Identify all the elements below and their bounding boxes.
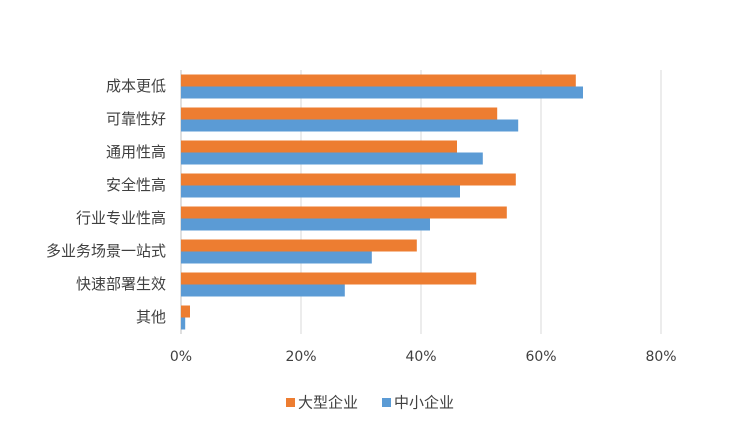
y-tick-label: 多业务场景一站式: [46, 242, 166, 260]
bar: [181, 107, 498, 120]
legend-swatch: [382, 398, 391, 407]
x-tick-label: 40%: [405, 349, 436, 365]
bar: [181, 140, 457, 153]
bar: [181, 173, 516, 186]
bar: [181, 74, 576, 87]
y-tick-label: 成本更低: [106, 77, 166, 95]
bar: [181, 185, 460, 198]
bar: [181, 284, 345, 297]
bar: [181, 152, 483, 165]
legend-swatch: [286, 398, 295, 407]
y-tick-label: 行业专业性高: [76, 209, 166, 227]
bar: [181, 119, 519, 132]
bar: [181, 305, 190, 318]
legend-label: 中小企业: [394, 394, 454, 412]
legend-label: 大型企业: [298, 394, 358, 412]
bar: [181, 251, 372, 264]
bar: [181, 218, 430, 231]
bar: [181, 272, 477, 285]
y-tick-label: 安全性高: [106, 176, 166, 194]
x-tick-label: 20%: [285, 349, 316, 365]
y-tick-label: 可靠性好: [106, 110, 166, 128]
x-tick-label: 80%: [645, 349, 676, 365]
y-tick-label: 快速部署生效: [76, 275, 166, 293]
bar: [181, 206, 507, 219]
x-tick-label: 60%: [525, 349, 556, 365]
bar: [181, 239, 417, 252]
bar: [181, 86, 583, 99]
x-tick-label: 0%: [170, 349, 192, 365]
y-tick-label: 其他: [136, 308, 166, 326]
y-tick-label: 通用性高: [106, 143, 166, 161]
bar: [181, 317, 186, 330]
